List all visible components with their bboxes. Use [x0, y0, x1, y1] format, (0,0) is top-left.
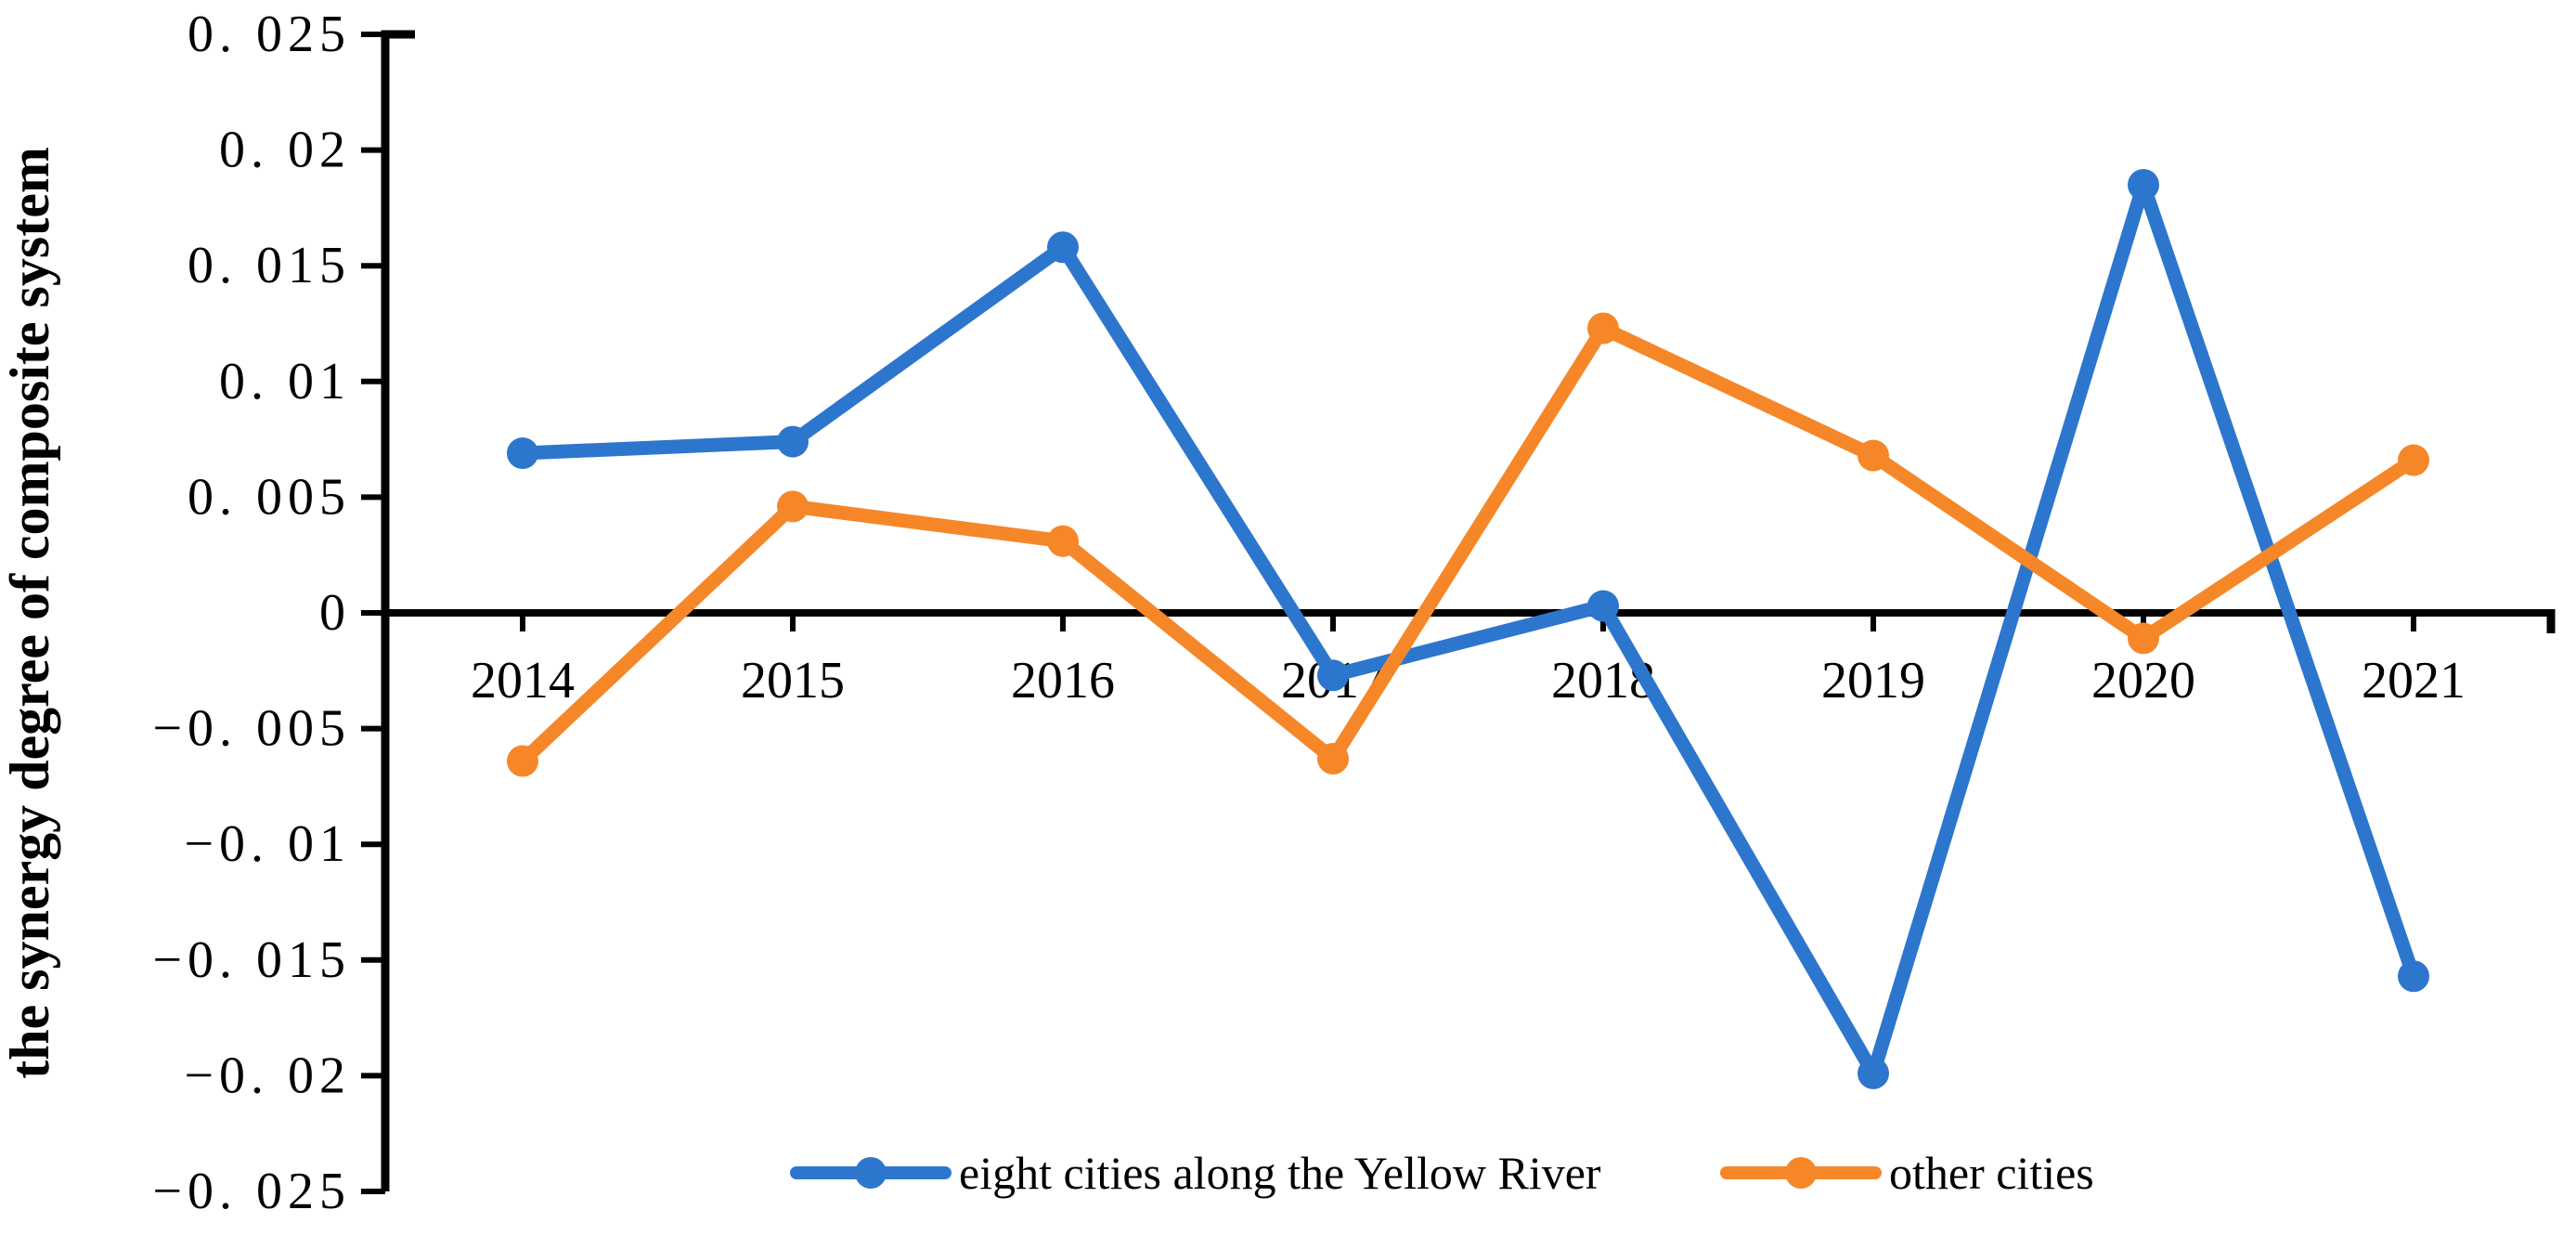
- data-point-marker-0: [1047, 231, 1079, 264]
- legend: eight cities along the Yellow River other…: [790, 1147, 2094, 1199]
- legend-swatch-dot-0: [855, 1157, 887, 1189]
- data-point-marker-0: [1858, 1057, 1889, 1089]
- y-tick-label: 0. 025: [188, 6, 351, 63]
- data-point-marker-0: [507, 437, 538, 470]
- y-tick-label: −0. 02: [184, 1047, 351, 1104]
- data-point-marker-1: [2398, 444, 2429, 476]
- data-point-marker-0: [1317, 659, 1349, 692]
- y-tick-label: −0. 015: [152, 931, 351, 989]
- data-point-marker-0: [2398, 960, 2429, 993]
- x-tick-label: 2014: [471, 652, 575, 709]
- y-tick-label: 0. 02: [219, 122, 351, 179]
- y-tick-label: 0. 015: [188, 237, 351, 294]
- data-point-marker-1: [2128, 622, 2159, 655]
- legend-label-0: eight cities along the Yellow River: [959, 1147, 1601, 1199]
- x-tick-label: 2015: [741, 652, 845, 709]
- y-tick-label: −0. 025: [152, 1163, 351, 1220]
- series-line-0: [515, 177, 2421, 1081]
- data-point-marker-0: [2128, 168, 2159, 201]
- legend-swatch-dot-1: [1785, 1157, 1817, 1189]
- x-tick-label: 2020: [2091, 652, 2195, 709]
- data-point-marker-1: [1317, 742, 1349, 774]
- x-tick-label: 2016: [1011, 652, 1115, 709]
- series-line-1: [515, 320, 2421, 768]
- x-tick-label: 2019: [1821, 652, 1925, 709]
- y-axis-title: the synergy degree of composite system: [0, 147, 60, 1079]
- y-tick-label: −0. 005: [152, 700, 351, 758]
- data-point-marker-1: [1047, 525, 1079, 557]
- y-tick-label: 0: [319, 584, 351, 642]
- data-point-marker-1: [1587, 312, 1619, 345]
- data-point-marker-0: [777, 425, 809, 458]
- y-tick-label: 0. 01: [219, 353, 351, 410]
- y-tick-label: −0. 01: [184, 815, 351, 873]
- data-point-marker-1: [777, 490, 809, 523]
- legend-label-1: other cities: [1889, 1147, 2094, 1199]
- data-point-marker-1: [507, 745, 538, 777]
- y-tick-label: 0. 005: [188, 468, 351, 526]
- x-tick-label: 2021: [2362, 652, 2466, 709]
- data-point-marker-0: [1587, 590, 1619, 622]
- data-point-marker-1: [1858, 439, 1889, 472]
